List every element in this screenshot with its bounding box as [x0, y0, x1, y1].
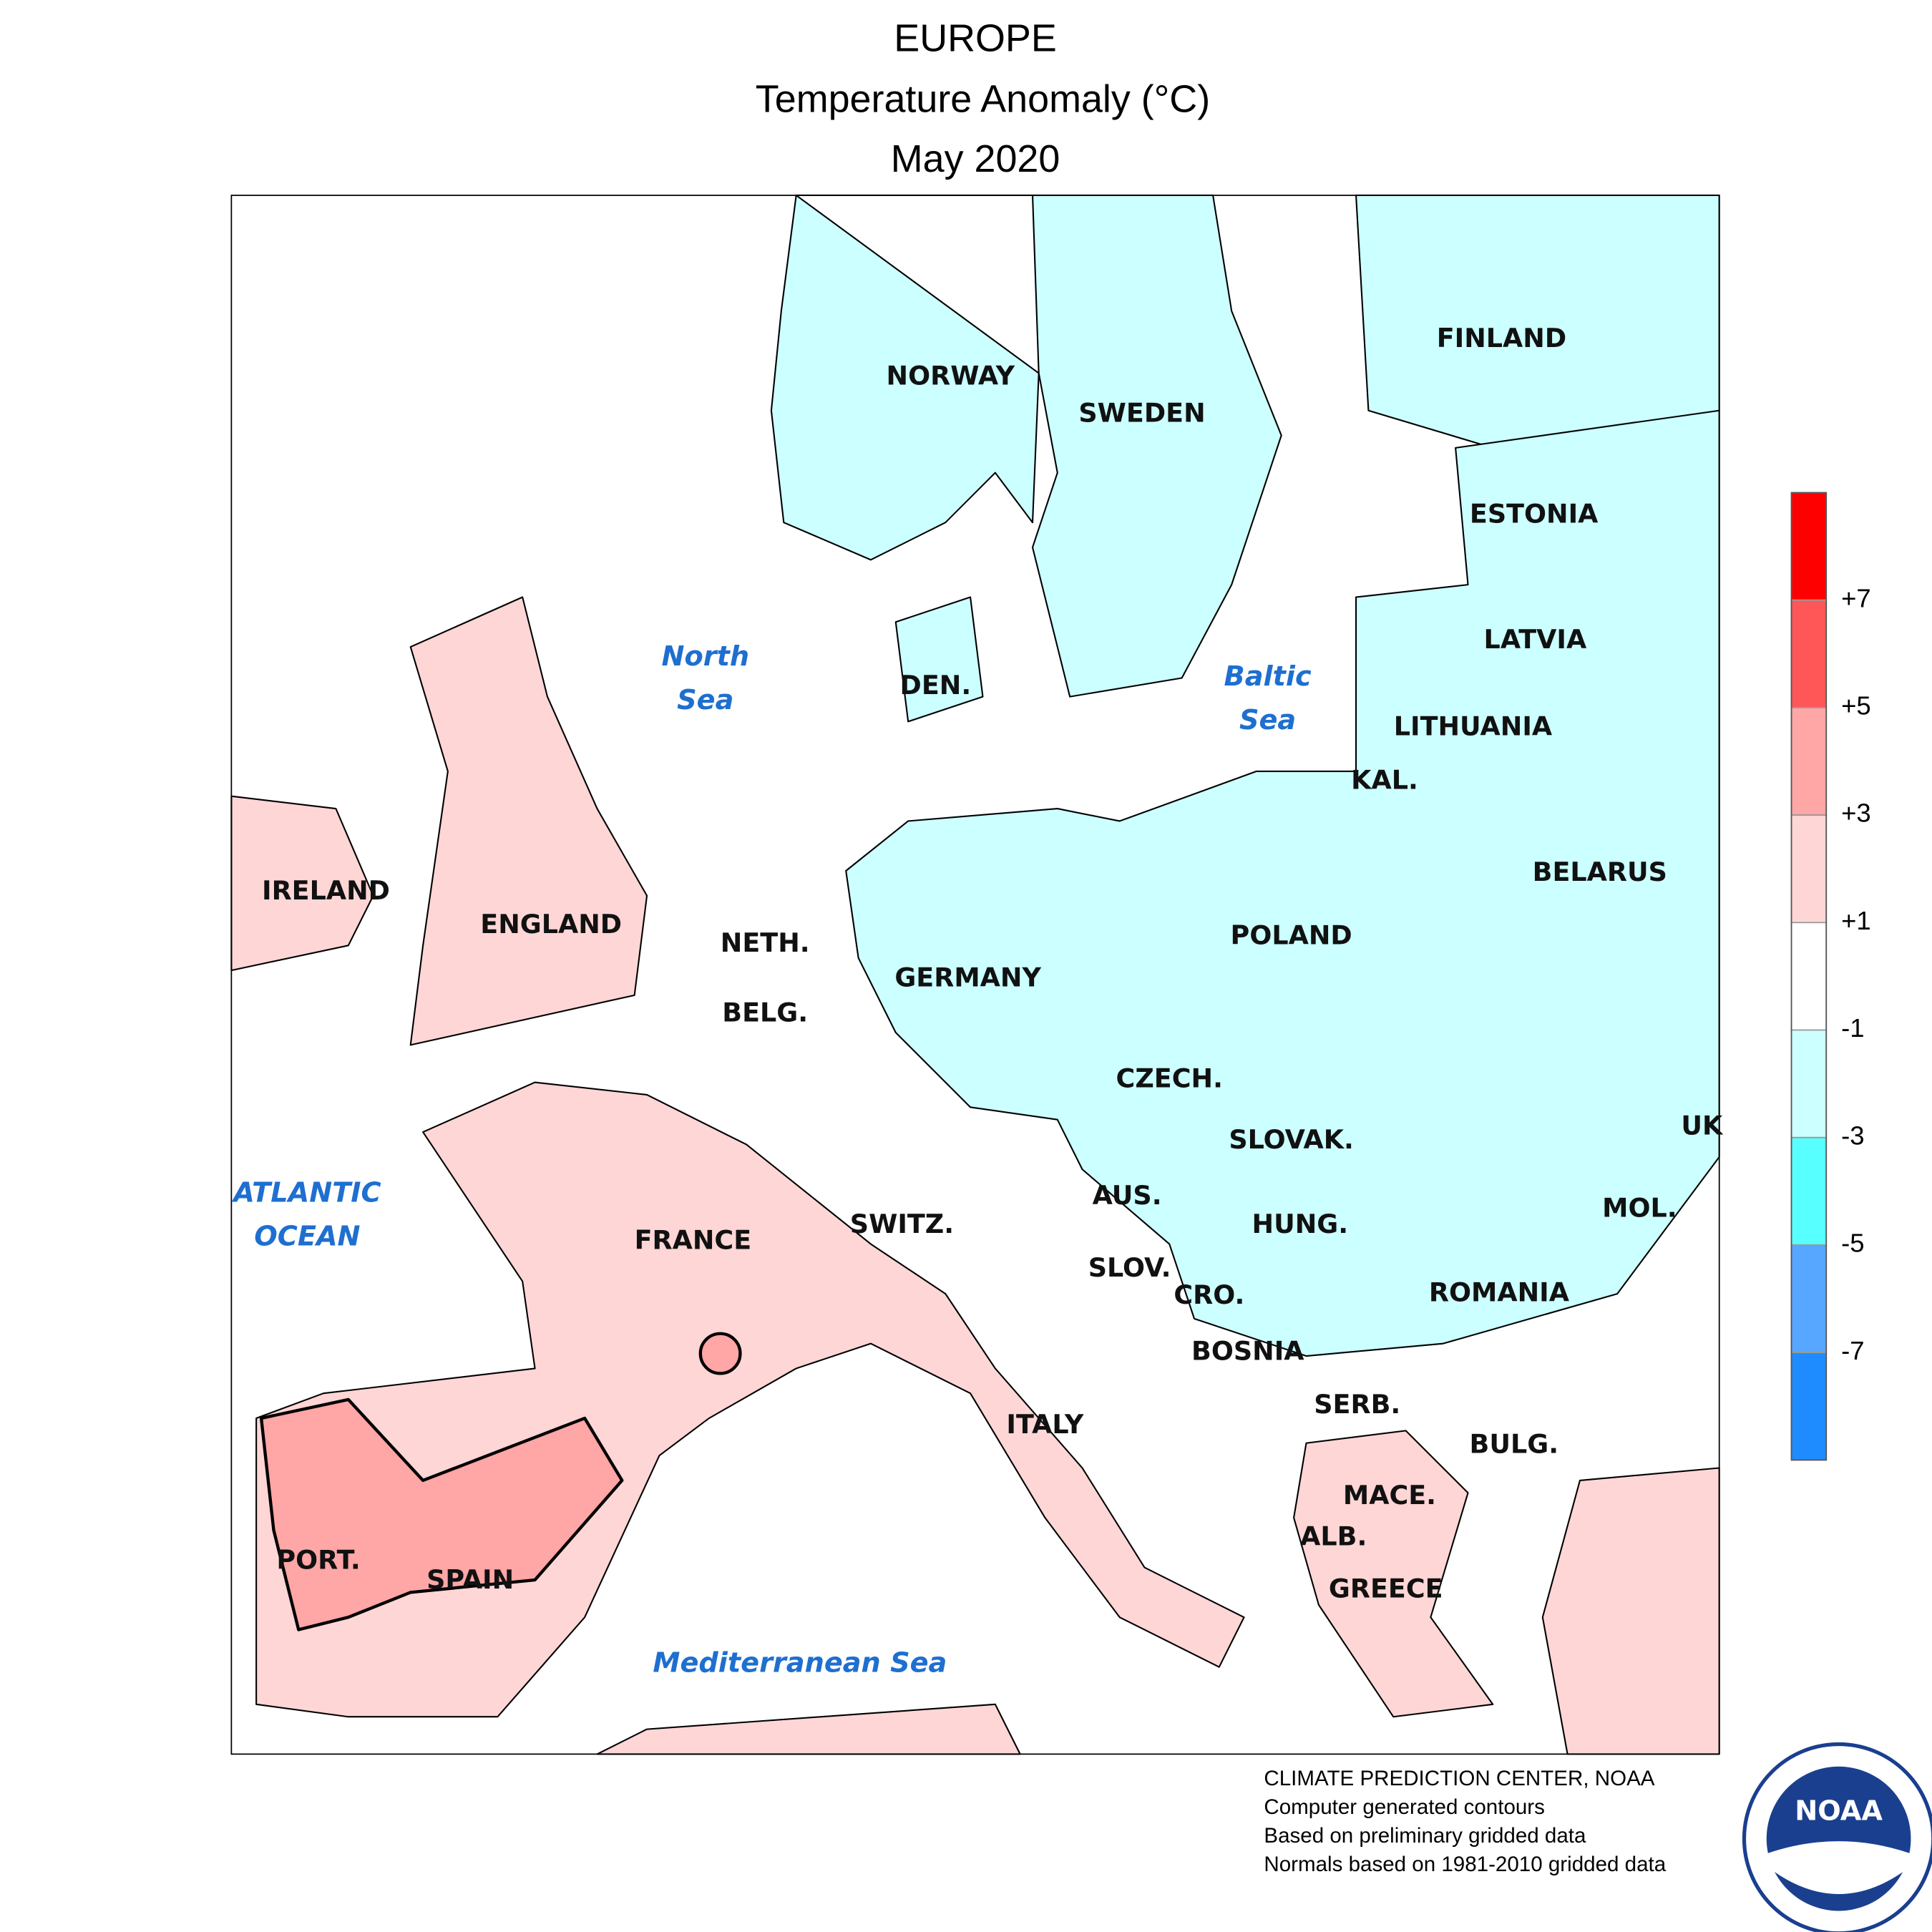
legend-swatch: [1790, 1029, 1828, 1138]
legend-tick-label: -5: [1841, 1229, 1864, 1258]
region-warm-strong: [698, 1332, 742, 1375]
region-warm: [409, 596, 648, 1046]
subtitle: Temperature Anomaly (°C): [756, 77, 1210, 120]
legend-swatch: [1790, 707, 1828, 816]
country-label: MOL.: [1602, 1192, 1677, 1223]
country-label: NORWAY: [887, 360, 1015, 391]
legend-swatch: [1790, 1244, 1828, 1354]
country-label: ENGLAND: [480, 909, 622, 940]
country-label: DEN.: [900, 670, 972, 701]
labels: NORWAY SWEDEN FINLAND ESTONIA LATVIA LITHUANI…: [231, 323, 1724, 1679]
country-label: UK: [1681, 1111, 1724, 1141]
country-label: SWEDEN: [1078, 397, 1205, 428]
legend-frame: [1790, 492, 1828, 1461]
legend-tick-label: +3: [1841, 799, 1871, 828]
sea-label: North: [661, 641, 749, 673]
period: May 2020: [891, 137, 1060, 180]
footer-line: CLIMATE PREDICTION CENTER, NOAA: [1264, 1767, 1654, 1790]
map-frame: [230, 195, 1720, 1755]
country-label: BULG.: [1470, 1429, 1559, 1460]
map-shapes: [230, 194, 1720, 1755]
country-label: ROMANIA: [1429, 1277, 1570, 1308]
sea-label: OCEAN: [254, 1221, 360, 1252]
country-label: LITHUANIA: [1394, 711, 1553, 742]
legend-tick-label: +7: [1841, 583, 1871, 613]
region-cool: [845, 409, 1720, 1357]
sea-label: Mediterranean Sea: [653, 1648, 947, 1679]
logo-text: NOAA: [1795, 1796, 1883, 1828]
country-label: ESTONIA: [1470, 498, 1599, 529]
legend-swatch: [1790, 1136, 1828, 1246]
country-label: BELARUS: [1533, 857, 1667, 887]
region-warm: [1293, 1430, 1494, 1718]
region-cool: [1355, 194, 1720, 449]
legend-swatch: [1790, 922, 1828, 1031]
country-label: BELG.: [722, 997, 808, 1028]
sea-label: Sea: [677, 685, 733, 716]
country-label: SLOV.: [1088, 1252, 1171, 1283]
footer-line: Computer generated contours: [1264, 1795, 1545, 1819]
legend-tick-label: -1: [1841, 1013, 1864, 1043]
country-label: LATVIA: [1484, 624, 1587, 655]
country-label: SPAIN: [426, 1564, 514, 1595]
sea-label: ATLANTIC: [231, 1178, 381, 1209]
sea-label: Sea: [1239, 705, 1296, 736]
country-label: POLAND: [1231, 920, 1352, 951]
legend-swatch: [1790, 599, 1828, 708]
legend-swatch: [1790, 1352, 1828, 1461]
footer-line: Based on preliminary gridded data: [1264, 1824, 1586, 1848]
legend-tick-label: +1: [1841, 906, 1871, 935]
logo-bird: [1766, 1841, 1911, 1894]
country-label: FRANCE: [635, 1225, 752, 1256]
legend-swatch: [1790, 492, 1828, 601]
country-label: MACE.: [1343, 1480, 1436, 1511]
country-label: ALB.: [1300, 1521, 1367, 1551]
country-label: NETH.: [721, 927, 810, 958]
legend-tick-label: +5: [1841, 691, 1871, 721]
footer-line: Normals based on 1981-2010 gridded data: [1264, 1853, 1666, 1876]
country-label: ITALY: [1006, 1409, 1083, 1440]
legend-tick-label: -3: [1841, 1121, 1864, 1150]
country-label: HUNG.: [1252, 1209, 1349, 1239]
country-label: SLOVAK.: [1229, 1124, 1353, 1155]
country-label: GERMANY: [894, 962, 1041, 993]
country-label: SWITZ.: [850, 1209, 954, 1239]
country-label: SERB.: [1314, 1389, 1400, 1420]
region-cool: [894, 596, 984, 723]
country-label: GREECE: [1329, 1573, 1443, 1604]
sea-label: Baltic: [1224, 661, 1312, 693]
country-label: KAL.: [1351, 764, 1418, 795]
legend: +7 +5 +3 +1 -1 -3 -5 -7: [1790, 492, 1871, 1461]
region-warm-strong: [259, 1397, 624, 1631]
country-label: CZECH.: [1116, 1063, 1223, 1094]
logo: NOAA: [1742, 1742, 1932, 1932]
legend-swatch: [1790, 814, 1828, 924]
legend-tick-label: -7: [1841, 1336, 1864, 1365]
footer: CLIMATE PREDICTION CENTER, NOAA Computer …: [1264, 1767, 1666, 1876]
country-label: IRELAND: [262, 875, 390, 906]
country-label: CRO.: [1174, 1279, 1244, 1310]
country-label: AUS.: [1093, 1180, 1162, 1211]
country-label: PORT.: [276, 1544, 360, 1575]
title: EUROPE: [894, 16, 1057, 59]
country-label: FINLAND: [1437, 323, 1566, 353]
country-label: BOSNIA: [1191, 1335, 1304, 1366]
